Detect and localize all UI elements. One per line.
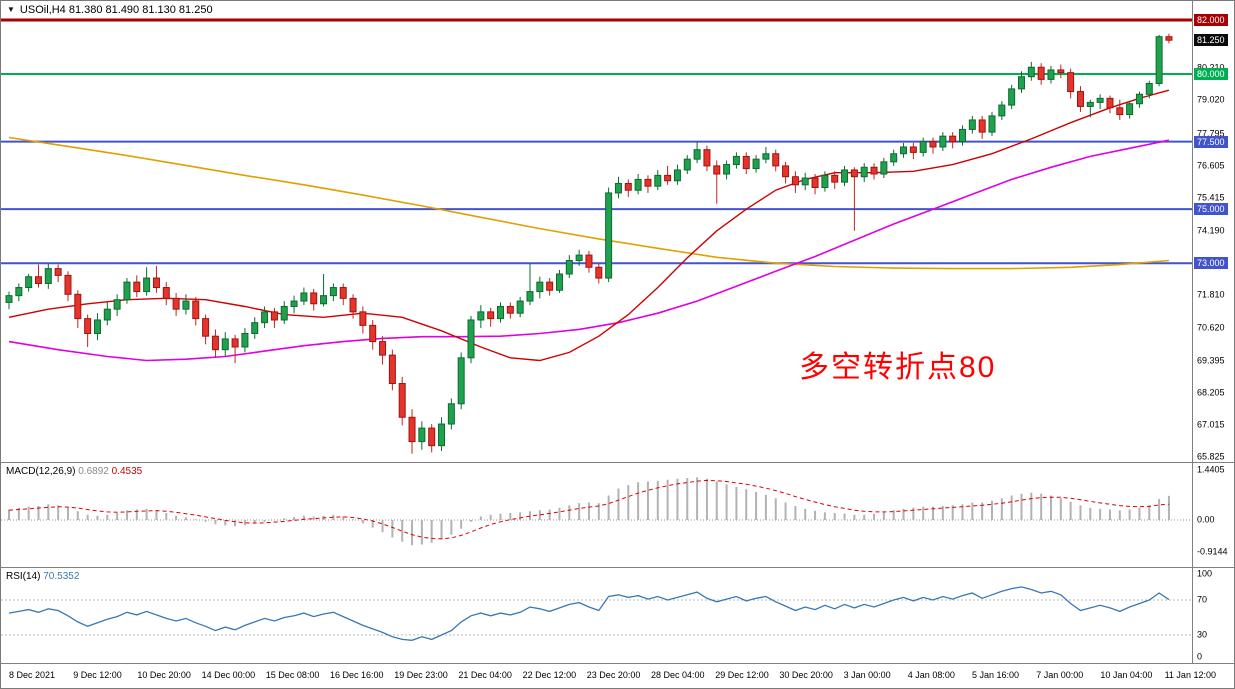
chart-annotation: 多空转折点80 bbox=[799, 351, 997, 384]
chart-title-text: USOil,H4 81.380 81.490 81.130 81.250 bbox=[19, 4, 213, 16]
rsi-name: RSI(14) bbox=[6, 571, 41, 582]
ma-slow-orange bbox=[8, 136, 1169, 270]
chart-title: ▼ USOil,H4 81.380 81.490 81.130 81.250 bbox=[7, 4, 213, 16]
macd-value-main: 0.6892 bbox=[78, 466, 109, 477]
ma-medium-magenta bbox=[8, 139, 1170, 362]
ma-fast-red bbox=[8, 89, 1170, 362]
macd-indicator-label: MACD(12,26,9) 0.6892 0.4535 bbox=[6, 466, 142, 477]
rsi-indicator-label: RSI(14) 70.5352 bbox=[6, 571, 79, 582]
price-axis[interactable] bbox=[1193, 1, 1234, 663]
macd-name: MACD(12,26,9) bbox=[6, 466, 76, 477]
symbol-marker-icon: ▼ bbox=[7, 5, 15, 14]
rsi-value: 70.5352 bbox=[43, 571, 80, 582]
macd-value-signal: 0.4535 bbox=[111, 466, 143, 477]
time-axis[interactable] bbox=[1, 664, 1234, 688]
